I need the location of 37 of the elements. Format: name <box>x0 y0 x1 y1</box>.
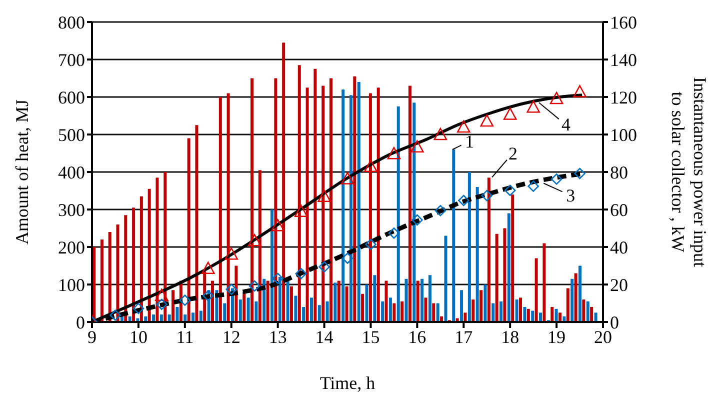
y-tick-label: 600 <box>58 87 85 108</box>
y2-tick-label: 0 <box>610 312 619 332</box>
annotation: 1 <box>465 132 474 152</box>
x-tick-label: 20 <box>594 326 612 347</box>
x-tick-label: 12 <box>222 326 240 347</box>
y2-axis-title: Instantaneous power input to solar collector , kW <box>668 77 710 267</box>
y-tick-label: 100 <box>58 274 85 295</box>
y2-tick-label: 80 <box>610 162 628 182</box>
y-axis-title: Amount of heat, MJ <box>12 100 32 244</box>
y2-tick-label: 120 <box>610 87 637 108</box>
y-tick-label: 300 <box>58 200 85 220</box>
x-tick-label: 15 <box>362 326 380 347</box>
x-tick-label: 14 <box>315 326 334 347</box>
x-tick-label: 9 <box>88 326 96 347</box>
x-tick-label: 18 <box>501 326 520 347</box>
y2-tick-label: 40 <box>610 237 628 258</box>
y-tick-label: 700 <box>58 50 85 70</box>
x-tick-label: 13 <box>268 326 287 347</box>
y2-tick-label: 20 <box>610 274 628 295</box>
x-tick-label: 16 <box>408 326 426 347</box>
y-tick-label: 400 <box>58 162 85 182</box>
y-tick-label: 500 <box>58 124 85 145</box>
x-tick-label: 17 <box>454 326 473 347</box>
annotation: 4 <box>561 114 570 135</box>
y-tick-label: 0 <box>76 312 85 332</box>
y2-tick-label: 140 <box>610 50 637 70</box>
y2-tick-label: 60 <box>610 200 628 220</box>
annotation: 2 <box>508 143 518 164</box>
x-tick-label: 19 <box>548 326 566 347</box>
y-tick-label: 200 <box>58 237 85 258</box>
x-tick-label: 11 <box>176 326 194 347</box>
y2-tick-label: 160 <box>610 12 637 32</box>
annotation: 3 <box>566 185 576 206</box>
y-tick-label: 800 <box>58 12 85 32</box>
x-axis-title: Time, h <box>320 373 376 393</box>
y2-tick-label: 100 <box>610 124 637 145</box>
x-tick-label: 10 <box>129 326 148 347</box>
